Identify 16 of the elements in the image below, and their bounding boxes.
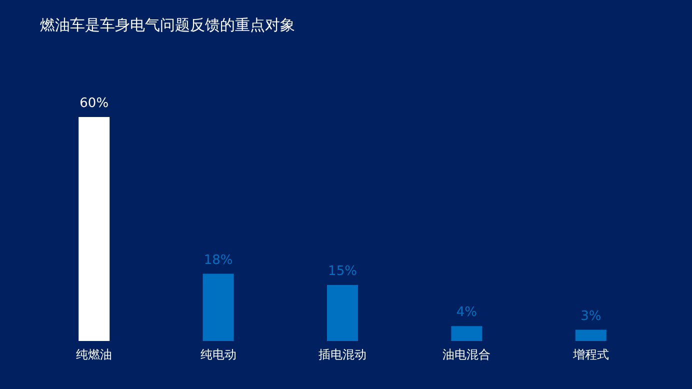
data-label: 60%: [80, 96, 109, 111]
chart-title: 燃油车是车身电气问题反馈的重点对象: [40, 16, 295, 34]
x-tick-label: 油电混合: [442, 348, 491, 362]
x-tick-label: 插电混动: [318, 348, 366, 362]
data-label: 4%: [456, 305, 478, 320]
bar: [78, 117, 110, 341]
x-tick-label: 增程式: [572, 348, 609, 362]
bar: [202, 274, 234, 341]
bar: [575, 330, 606, 341]
data-label: 3%: [580, 308, 602, 324]
data-label: 18%: [204, 252, 233, 268]
bar: [327, 285, 358, 341]
data-label: 15%: [328, 264, 357, 279]
bar: [451, 326, 482, 341]
x-tick-label: 纯电动: [200, 348, 236, 362]
x-tick-label: 纯燃油: [76, 348, 112, 362]
